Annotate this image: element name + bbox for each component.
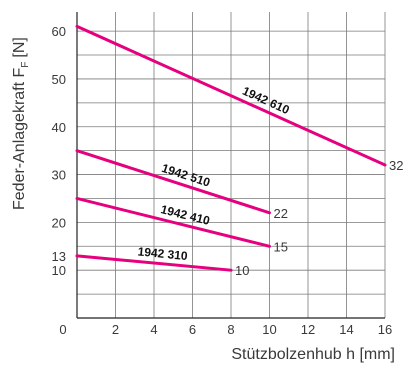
- y-tick-label: 40: [52, 120, 66, 135]
- series-label: 1942 310: [137, 244, 188, 263]
- series-line: [75, 149, 271, 215]
- series-end-value-label: 32: [389, 158, 403, 173]
- x-tick-label: 8: [227, 322, 234, 337]
- series-end-value-label: 22: [274, 206, 288, 221]
- y-tick-label: 10: [52, 263, 66, 278]
- y-tick-label: 13: [52, 249, 66, 264]
- series-end-value-label: 10: [235, 263, 249, 278]
- y-axis-title-subscript: F: [20, 62, 31, 68]
- y-axis-title-main: Feder-Anlagekraft F: [11, 67, 28, 210]
- y-tick-label: 30: [52, 168, 66, 183]
- axes: [76, 12, 385, 319]
- series-end-value-label: 15: [274, 239, 288, 254]
- y-tick-label: 60: [52, 24, 66, 39]
- series-lines: [75, 24, 387, 272]
- x-tick-label: 14: [339, 322, 353, 337]
- y-axis-title: Feder-Anlagekraft FF [N]: [11, 37, 31, 210]
- y-tick-label: 20: [52, 215, 66, 230]
- series-line: [75, 24, 387, 167]
- x-tick-label: 0: [59, 322, 66, 337]
- x-tick-label: 6: [189, 322, 196, 337]
- x-tick-label: 12: [301, 322, 315, 337]
- y-axis-title-unit: [N]: [11, 37, 28, 57]
- x-tick-label: 2: [112, 322, 119, 337]
- series-line: [75, 254, 233, 272]
- grid: [77, 12, 386, 318]
- x-tick-label: 4: [150, 322, 157, 337]
- x-tick-label: 16: [378, 322, 392, 337]
- x-axis-title: Stützbolzenhub h [mm]: [231, 346, 395, 363]
- series-line: [75, 196, 271, 248]
- x-tick-label: 10: [262, 322, 276, 337]
- y-tick-label: 50: [52, 72, 66, 87]
